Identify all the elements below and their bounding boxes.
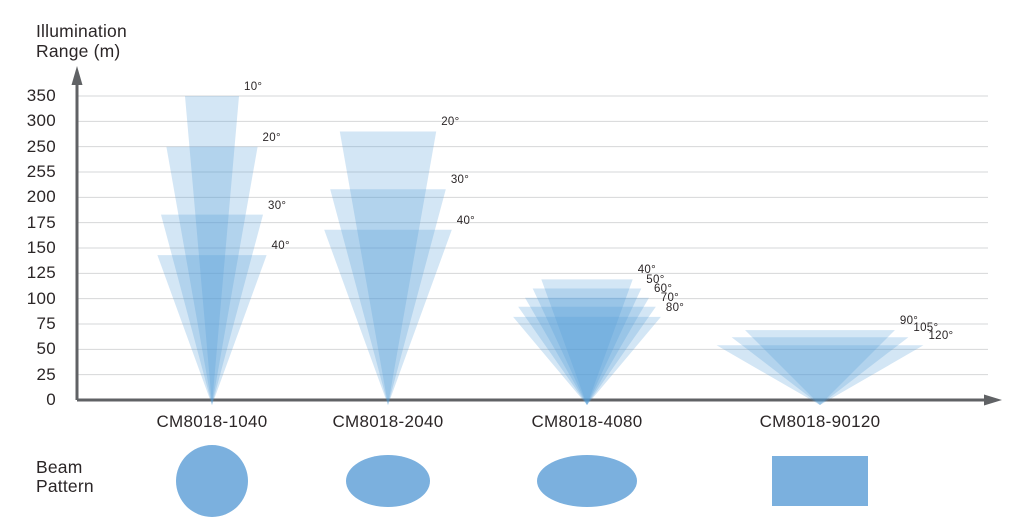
cone-angle-label: 80° [665,301,685,314]
y-axis-tick-label: 250 [26,136,56,156]
cone-angle-label: 40° [271,240,290,253]
beam-cone [330,189,446,405]
beam-pattern-shape-circle [176,445,248,517]
beam-pattern-shape-ellipse [346,455,430,507]
cone-angle-label: 105° [913,322,939,335]
cone-angle-label: 10° [244,81,263,93]
y-axis-tick-label: 50 [36,339,56,359]
y-axis-tick-label: 25 [36,364,56,384]
y-axis-title: Illumination Range (m) [36,21,127,61]
beam-cone [157,255,267,405]
cone-angle-label: 70° [660,291,680,304]
cone-angle-label: 20° [262,131,281,144]
beam-cone [716,345,924,405]
x-axis-model-label: CM8018-4080 [531,412,643,431]
beam-cone [166,146,258,405]
beam-cone [525,297,649,405]
y-axis-tick-label: 255 [26,161,56,181]
cone-angle-label: 20° [441,116,460,129]
cone-angle-label: 120° [928,330,954,343]
y-axis-tick-label: 300 [26,111,56,131]
cone-angle-label: 50° [646,273,665,286]
beam-cone [518,306,656,405]
cone-angle-label: 30° [450,174,470,187]
y-axis-tick-label: 0 [46,389,56,409]
beam-cone [532,288,642,405]
y-axis-tick-label: 125 [26,263,56,283]
y-axis-tick-label: 75 [36,313,56,333]
beam-pattern-shape-ellipse [537,455,637,507]
y-axis-tick-label: 150 [26,237,56,257]
x-axis-model-label: CM8018-2040 [332,412,444,431]
beam-cone [185,96,239,405]
y-axis-tick-label: 175 [26,212,56,232]
y-axis-tick-label: 100 [26,288,56,308]
cone-angle-label: 30° [268,199,287,212]
y-axis-tick-label: 200 [26,187,56,207]
beam-cone [731,337,909,405]
beam-cone [324,229,452,405]
y-axis-arrow-icon [71,66,83,85]
beam-cone [541,279,633,405]
cone-angle-label: 40° [456,214,476,227]
x-axis-model-label: CM8018-90120 [759,412,881,431]
beam-cone [745,330,895,405]
x-axis-model-label: CM8018-1040 [156,412,268,431]
cone-angle-label: 90° [899,315,919,328]
beam-pattern-row-label: Beam Pattern [36,457,94,496]
beam-cone [513,316,661,405]
beam-cone [339,131,437,405]
cone-angle-label: 60° [653,282,673,295]
beam-cone [161,214,263,405]
y-axis-tick-label: 350 [26,86,56,105]
beam-pattern-shape-rectangle [772,456,868,506]
cone-angle-label: 40° [637,264,656,277]
x-axis-arrow-icon [984,394,1002,406]
